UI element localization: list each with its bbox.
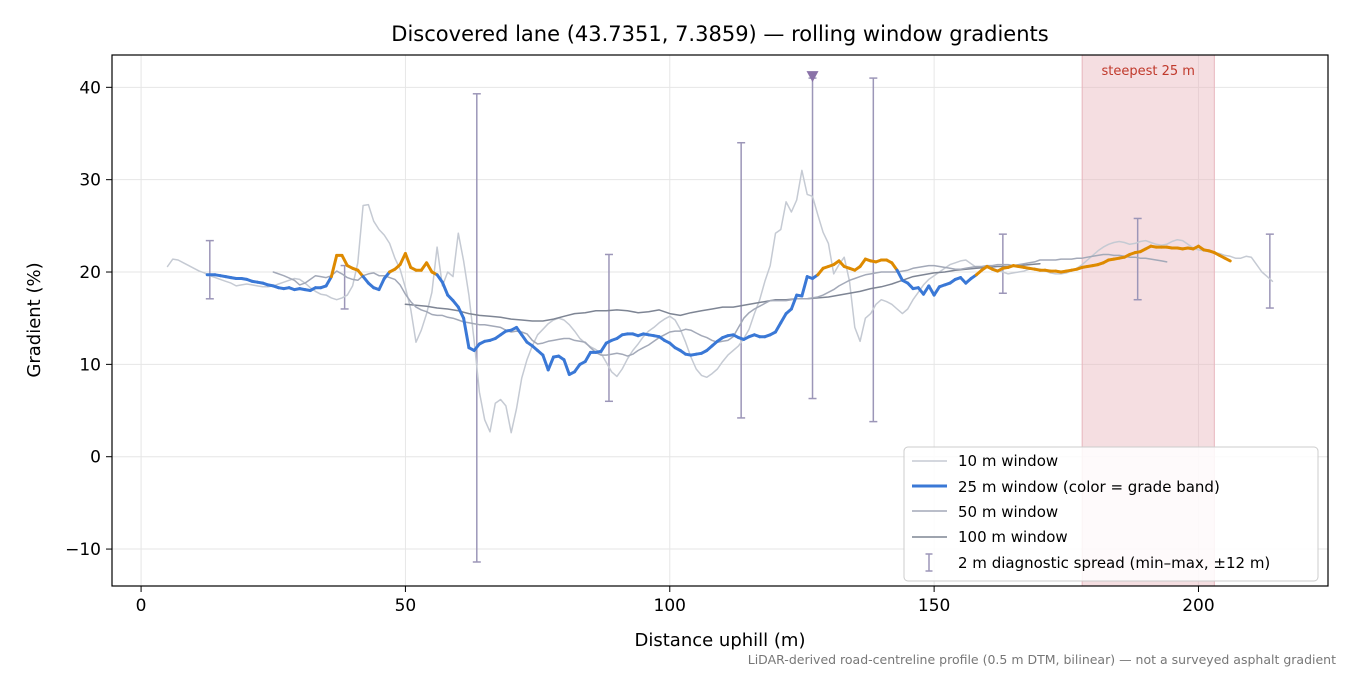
legend-label-w10: 10 m window [958, 452, 1058, 470]
y-tick-label: 40 [79, 78, 101, 98]
errorbar [472, 93, 481, 563]
series-w25-segment [546, 355, 555, 372]
series-w25-segment [329, 253, 339, 279]
errorbar [869, 77, 878, 423]
series-w25-segment [932, 285, 941, 297]
series-w25-segment [890, 261, 899, 272]
series-w25-segment [340, 253, 349, 268]
y-tick-label: −10 [65, 540, 101, 560]
legend-label-errorbar: 2 m diagnostic spread (min–max, ±12 m) [958, 554, 1270, 572]
plot-frame [111, 54, 1329, 587]
series-w25-segment [456, 305, 466, 320]
x-tick-label: 100 [654, 596, 686, 616]
series-w25-segment [440, 280, 450, 297]
errorbar [737, 141, 746, 419]
errorbar [1265, 233, 1274, 309]
series-w100-line [404, 262, 1041, 322]
x-axis-label: Distance uphill (m) [635, 630, 806, 651]
series-w25-segment [541, 353, 550, 372]
y-tick-label: 20 [79, 263, 101, 283]
marker-layer [806, 71, 819, 83]
legend-label-w25: 25 m window (color = grade band) [958, 478, 1220, 496]
series-w25-segment [377, 277, 386, 292]
y-tick-label: 10 [79, 355, 101, 375]
series-w25-segment [858, 257, 867, 268]
y-tick-label: 30 [79, 171, 101, 191]
y-axis-ticks: −10 0 10 20 30 40 [65, 78, 112, 560]
legend: 10 m window 25 m window (color = grade b… [903, 446, 1319, 582]
series-lines [166, 169, 1274, 434]
series-w25-segment [1223, 256, 1232, 263]
series-w25-segment [774, 321, 783, 334]
series-w25-segment [462, 316, 471, 350]
chart-title: Discovered lane (43.7351, 7.3859) — roll… [391, 22, 1048, 46]
x-tick-label: 150 [918, 596, 950, 616]
series-w50-line [272, 253, 1168, 357]
legend-swatch-errorbar [925, 553, 933, 572]
errorbar [604, 253, 613, 403]
series-w25-segment [779, 312, 788, 325]
series-w25-segment [520, 333, 529, 344]
series-w25-segment [562, 358, 571, 376]
series-w25-segment [583, 350, 592, 364]
peak-marker [806, 71, 819, 83]
legend-box [903, 446, 1319, 582]
errorbar [205, 239, 214, 300]
steepest-label: steepest 25 m [1102, 64, 1195, 79]
x-tick-label: 0 [136, 596, 147, 616]
series-w25-segment [403, 252, 413, 269]
x-axis-ticks: 0 50 100 150 200 [136, 586, 1215, 616]
series-w25-segment [789, 293, 799, 311]
series-w25-segment [515, 325, 524, 337]
series-w25-segment [927, 284, 936, 297]
y-axis-label: Gradient (%) [24, 262, 45, 377]
errorbars [205, 77, 1274, 563]
x-tick-label: 50 [395, 596, 417, 616]
series-w25-segment [573, 362, 582, 374]
series-w25-segment [425, 261, 434, 274]
legend-label-w100: 100 m window [958, 528, 1068, 546]
series-w25-segment [435, 273, 444, 284]
x-tick-label: 200 [1182, 596, 1214, 616]
series-w25-segment [800, 275, 809, 298]
legend-label-w50: 50 m window [958, 503, 1058, 521]
series-w25-segment [895, 268, 904, 282]
errorbar [998, 233, 1007, 295]
footnote: LiDAR-derived road-centreline profile (0… [748, 652, 1336, 667]
series-w25-segment [324, 275, 333, 288]
series-w10-line [166, 169, 1274, 434]
y-tick-label: 0 [90, 448, 101, 468]
series-w25-segment [599, 341, 608, 353]
errorbar [1133, 217, 1142, 301]
